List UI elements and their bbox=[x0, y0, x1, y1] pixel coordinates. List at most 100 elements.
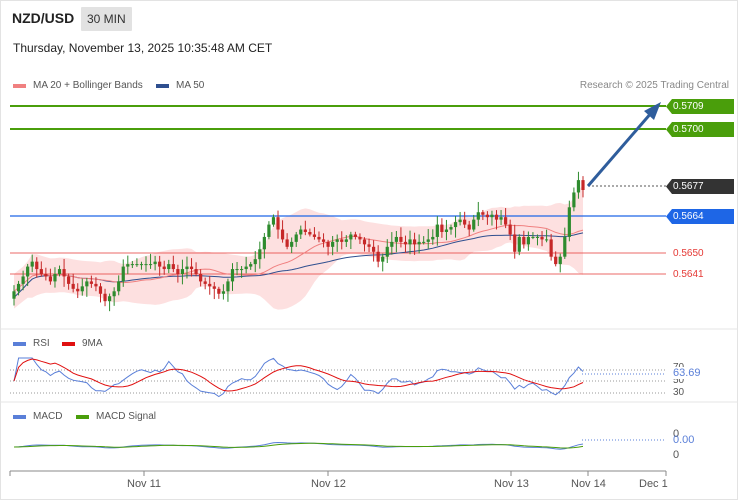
rsi-ma-label: 9MA bbox=[82, 338, 103, 349]
candle bbox=[481, 209, 485, 221]
candle-body bbox=[412, 239, 417, 245]
candle-body bbox=[89, 281, 93, 284]
candle bbox=[240, 266, 244, 278]
candle bbox=[21, 270, 25, 291]
candle bbox=[53, 267, 57, 288]
candle bbox=[26, 263, 30, 287]
candle bbox=[476, 201, 480, 227]
candle bbox=[203, 277, 207, 290]
candle-body bbox=[267, 224, 271, 237]
candle-body bbox=[48, 276, 53, 282]
ma50-swatch bbox=[156, 83, 169, 88]
candle-body bbox=[117, 281, 121, 292]
candle-body bbox=[98, 286, 103, 294]
candle-body bbox=[121, 266, 125, 282]
candle-body bbox=[112, 291, 116, 297]
candle bbox=[80, 278, 84, 296]
candle bbox=[435, 216, 439, 246]
candle-body bbox=[435, 224, 439, 237]
timeframe-badge[interactable]: 30 MIN bbox=[81, 7, 132, 31]
candle bbox=[249, 261, 253, 270]
candle-body bbox=[44, 274, 48, 277]
candle bbox=[89, 275, 93, 288]
time-label-nov13: Nov 13 bbox=[494, 478, 529, 490]
candle bbox=[48, 268, 53, 285]
ma50-line bbox=[13, 232, 584, 298]
candle-body bbox=[572, 192, 576, 208]
candlestick-series bbox=[12, 171, 585, 312]
candle bbox=[67, 273, 71, 290]
candle-body bbox=[217, 288, 221, 294]
macd-signal-swatch bbox=[76, 414, 89, 419]
candle bbox=[321, 233, 326, 248]
candle-body bbox=[158, 261, 162, 267]
candle-body bbox=[85, 281, 89, 287]
candle-body bbox=[76, 288, 80, 292]
candle bbox=[317, 231, 321, 243]
candle bbox=[194, 262, 198, 277]
rsi-level-30: 30 bbox=[673, 387, 685, 398]
candle bbox=[139, 261, 144, 270]
candle-body bbox=[299, 229, 303, 235]
candle-body bbox=[189, 266, 194, 270]
macd-value: 0.00 bbox=[673, 434, 695, 446]
candle bbox=[176, 264, 180, 283]
legend-ma20: MA 20 + Bollinger Bands bbox=[13, 80, 143, 91]
price-label-last: 0.5677 bbox=[666, 179, 734, 194]
price-label-r2: 0.5709 bbox=[666, 99, 734, 114]
candle bbox=[189, 258, 194, 277]
candle-body bbox=[226, 281, 230, 292]
candle bbox=[285, 233, 289, 250]
rsi-line bbox=[13, 357, 584, 398]
credit-text: Research © 2025 Trading Central bbox=[579, 80, 729, 91]
candle-body bbox=[485, 214, 490, 218]
candle bbox=[540, 231, 544, 247]
candle bbox=[544, 229, 549, 243]
candle-body bbox=[39, 269, 43, 274]
time-label-nov14: Nov 14 bbox=[571, 478, 606, 490]
candle-body bbox=[230, 269, 235, 282]
candle-body bbox=[280, 229, 285, 240]
candle-body bbox=[576, 180, 581, 193]
candle bbox=[563, 227, 567, 259]
candle bbox=[126, 255, 130, 275]
candle bbox=[367, 238, 371, 253]
candle bbox=[76, 283, 80, 299]
candle-body bbox=[167, 264, 171, 270]
candle bbox=[199, 269, 203, 287]
candle bbox=[431, 229, 435, 245]
candle bbox=[290, 237, 294, 254]
candle bbox=[340, 231, 344, 250]
candle-body bbox=[394, 236, 398, 242]
candle-body bbox=[444, 229, 449, 232]
candle-body bbox=[199, 274, 203, 282]
candle bbox=[44, 267, 48, 281]
candle bbox=[444, 219, 449, 241]
candle-body bbox=[16, 283, 21, 292]
candle bbox=[549, 233, 553, 261]
candle bbox=[303, 220, 307, 236]
candle-body bbox=[508, 224, 512, 235]
candle bbox=[453, 216, 458, 238]
macd-level-bottom: 0 bbox=[673, 449, 680, 461]
candle-body bbox=[376, 251, 380, 262]
candle bbox=[62, 258, 66, 287]
candle-body bbox=[504, 217, 508, 225]
candle-body bbox=[499, 217, 503, 220]
candle-body bbox=[290, 241, 294, 247]
candle bbox=[572, 187, 576, 212]
candle-body bbox=[203, 281, 207, 284]
candle bbox=[576, 171, 581, 199]
candle-body bbox=[21, 276, 25, 284]
candle-body bbox=[526, 236, 530, 245]
candle-body bbox=[308, 232, 312, 235]
candle bbox=[399, 227, 403, 248]
candle-body bbox=[208, 283, 212, 287]
candle bbox=[463, 211, 467, 229]
candle bbox=[253, 251, 257, 273]
candle bbox=[30, 254, 34, 273]
candle-body bbox=[244, 266, 248, 270]
candle bbox=[208, 275, 212, 295]
candle-body bbox=[171, 264, 175, 270]
candle-body bbox=[326, 241, 330, 247]
